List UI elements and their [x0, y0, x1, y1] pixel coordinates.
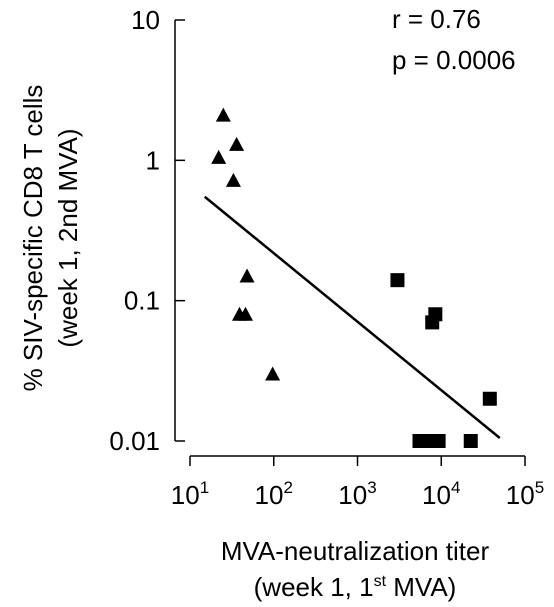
- triangle-point: [225, 172, 241, 187]
- triangle-point: [229, 136, 245, 151]
- square-point: [425, 315, 440, 330]
- y-tick-label: 0.01: [109, 426, 160, 456]
- triangle-point: [215, 107, 231, 122]
- triangle-point: [239, 268, 255, 283]
- x-axis-label-line1: MVA-neutralization titer: [221, 536, 490, 566]
- x-tick-label: 104: [422, 478, 460, 510]
- triangle-point: [238, 306, 254, 321]
- annotation-p: p = 0.0006: [392, 45, 516, 75]
- annotation-r: r = 0.76: [392, 4, 481, 34]
- x-axis-label-line2: (week 1, 1st MVA): [254, 572, 457, 602]
- x-tick-label: 102: [255, 478, 293, 510]
- y-tick-label: 10: [131, 5, 160, 35]
- square-point: [390, 273, 405, 288]
- square-point: [463, 434, 478, 448]
- x-tick-label: 105: [506, 478, 544, 510]
- triangle-point: [211, 149, 227, 164]
- triangle-point: [265, 366, 281, 381]
- y-ticks: 10 1 0.1 0.01: [109, 5, 185, 456]
- x-ticks: 101 102 103 104 105: [171, 456, 544, 510]
- axes: [174, 20, 525, 457]
- y-tick-label: 1: [146, 145, 160, 175]
- square-point: [431, 434, 446, 448]
- y-tick-label: 0.1: [124, 286, 160, 316]
- regression-line: [203, 195, 501, 439]
- x-tick-label: 101: [171, 478, 209, 510]
- square-point: [482, 391, 497, 406]
- y-axis-label-line1: % SIV-specific CD8 T cells: [18, 85, 48, 392]
- y-axis-label-line2: (week 1, 2nd MVA): [53, 128, 83, 347]
- data-marks: [211, 107, 497, 448]
- x-tick-label: 103: [338, 478, 376, 510]
